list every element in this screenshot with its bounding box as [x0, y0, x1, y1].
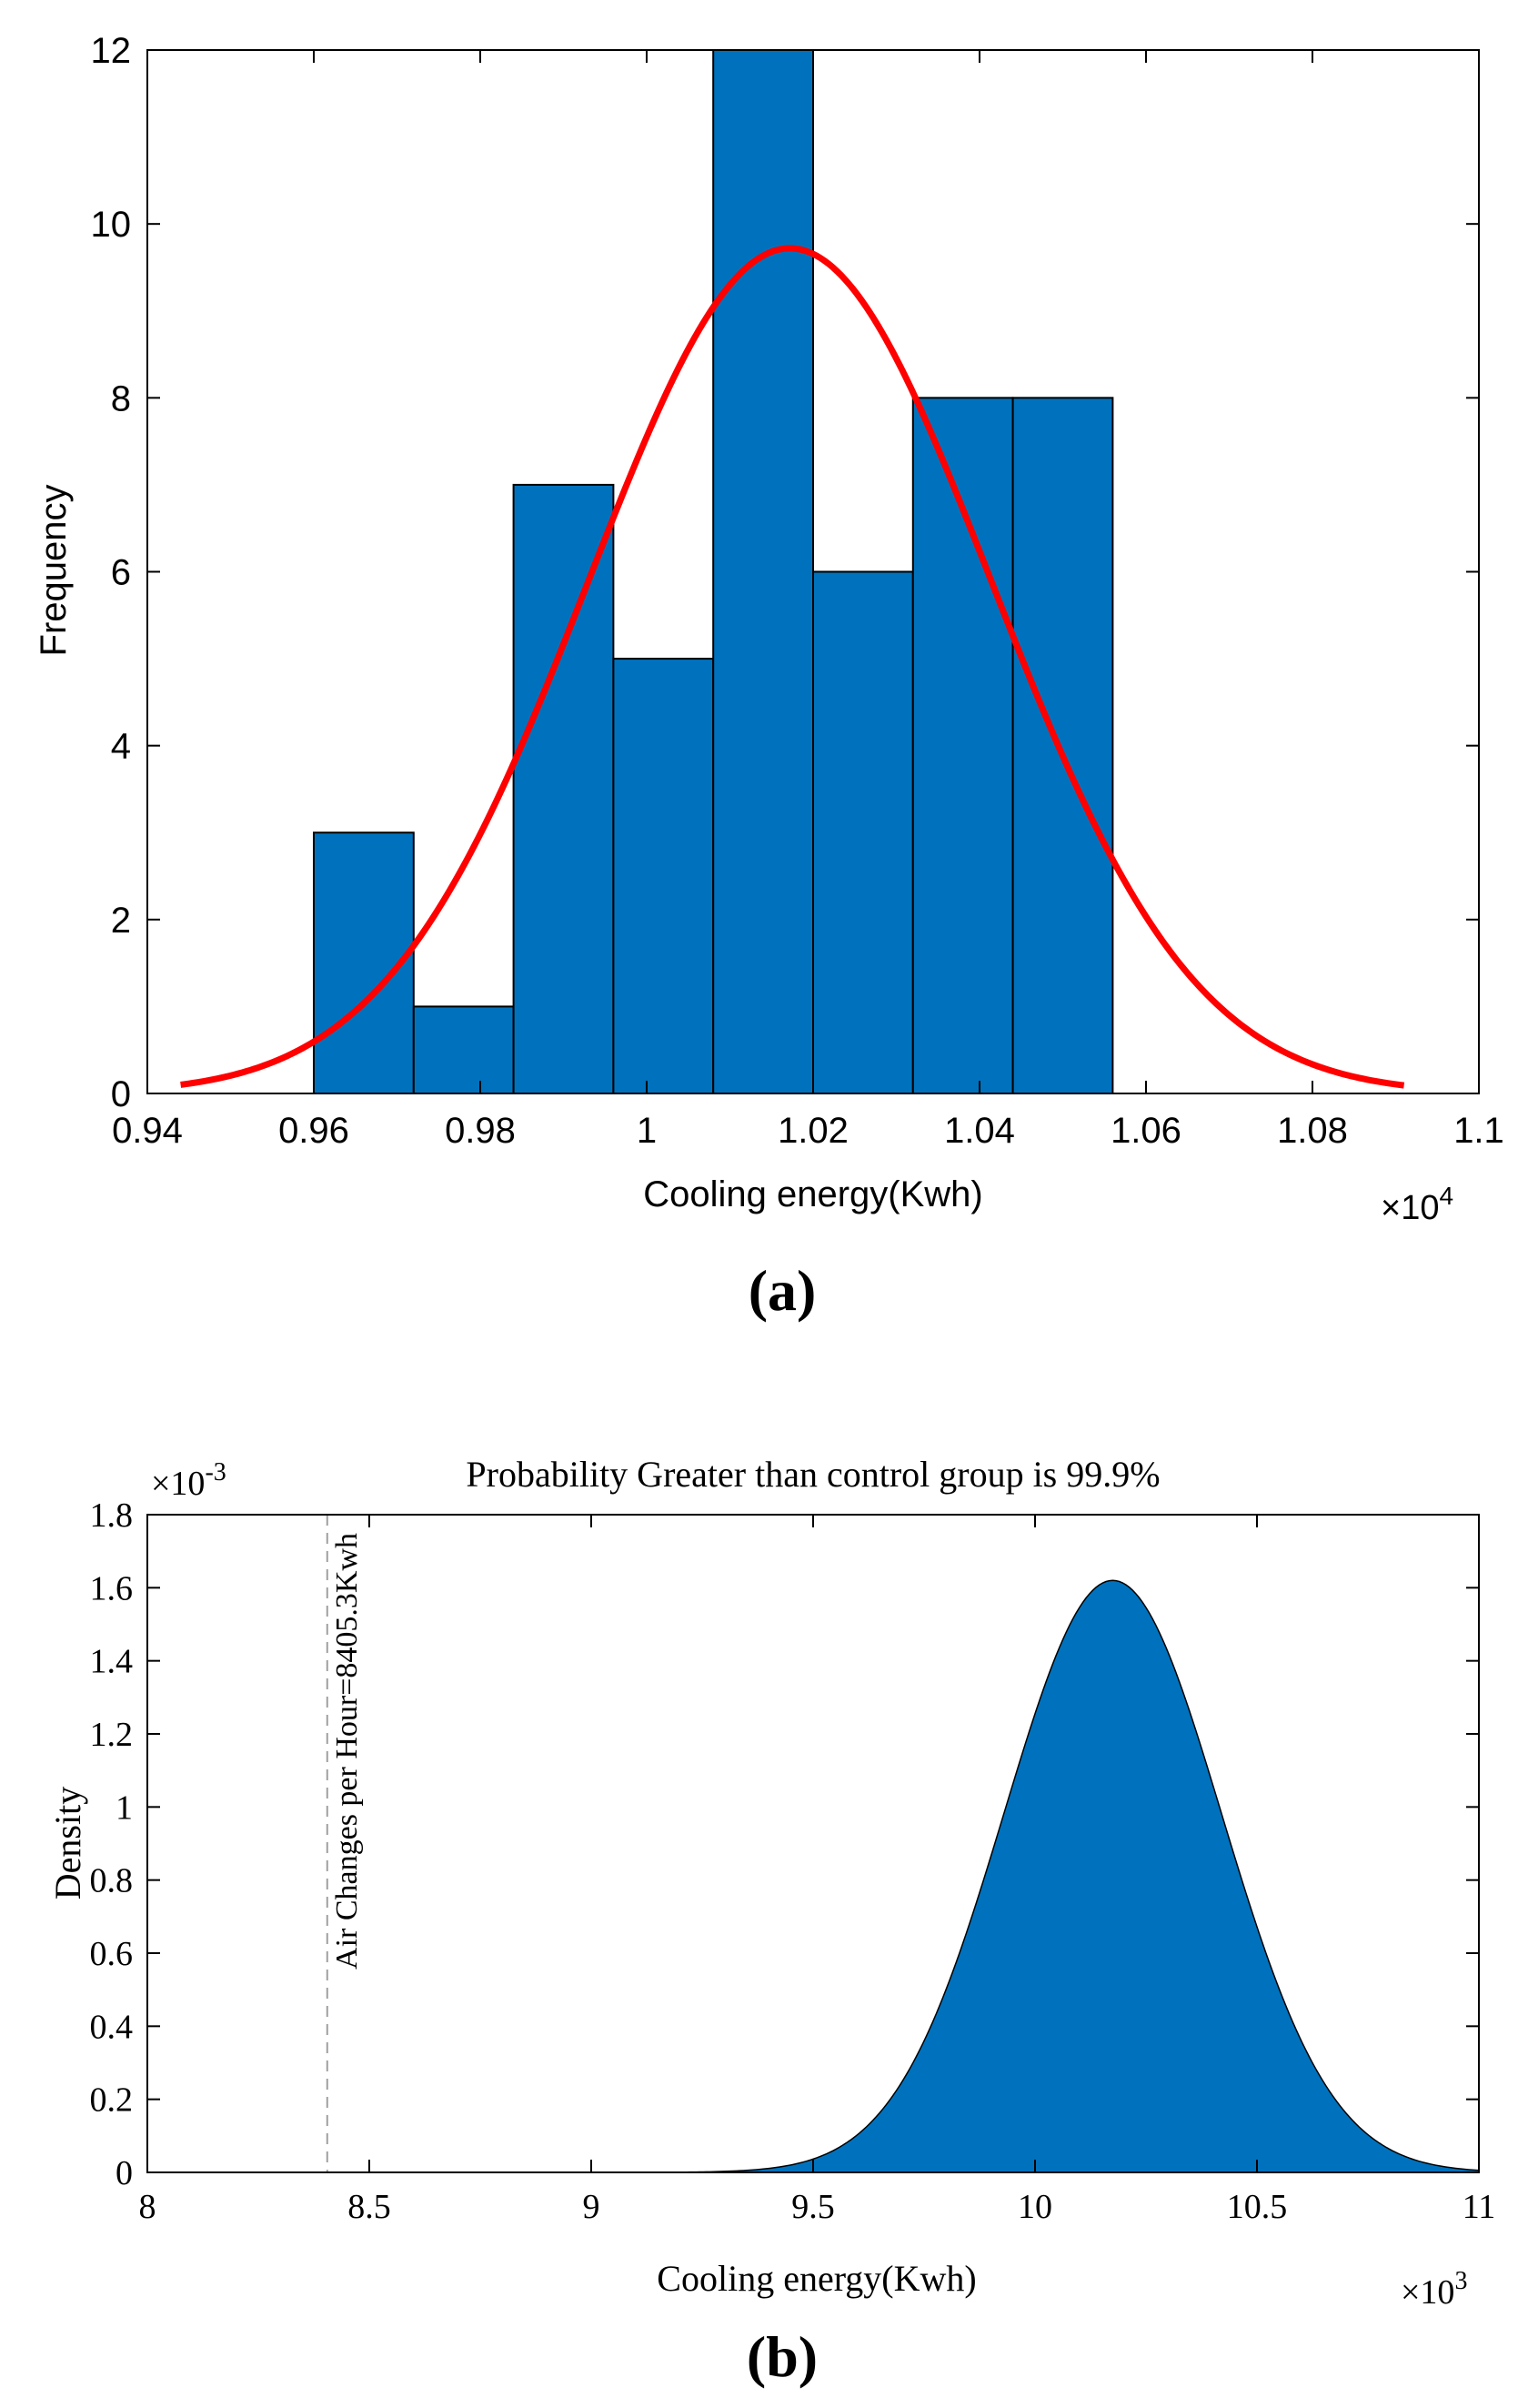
density-panel: Probability Greater than control group i…	[47, 1454, 1495, 2389]
x-axis-exponent: ×104	[1381, 1182, 1453, 1227]
panel-label-b: (b)	[747, 2324, 818, 2389]
x-tick-label: 1.02	[778, 1111, 849, 1151]
x-exponent-power: 4	[1439, 1182, 1453, 1210]
x-tick-label: 8	[139, 2188, 156, 2226]
histogram-bar-1	[412, 1005, 515, 1094]
x-axis-label: Cooling energy(Kwh)	[643, 1174, 983, 1214]
histogram-panel: 0.94 0.96 0.98 1 1.02 1.04 1.06 1.08 1.1 0 2 4 6 8 10…	[34, 31, 1504, 1323]
y-tick-label: 10	[91, 205, 132, 245]
y-tick-label: 0	[111, 1074, 131, 1114]
y-tick-label: 6	[111, 553, 131, 593]
histogram-bar-4	[712, 49, 815, 1094]
y-tick-label: 1.4	[90, 1643, 134, 1681]
y-tick-label: 0.8	[90, 1862, 134, 1900]
chart-title: Probability Greater than control group i…	[466, 1454, 1160, 1495]
y-axis-ticks: 0 0.2 0.4 0.6 0.8 1 1.2 1.4 1.6 1.8	[90, 1496, 1479, 2192]
panel-label-a: (a)	[749, 1258, 817, 1323]
histogram-bar-7	[1011, 397, 1114, 1095]
y-tick-label: 1.8	[90, 1496, 134, 1535]
x-axis-label: Cooling energy(Kwh)	[657, 2258, 976, 2299]
x-tick-label: 0.96	[278, 1111, 349, 1151]
x-axis-ticks: 8 8.5 9 9.5 10 10.5 11	[139, 1515, 1496, 2226]
x-tick-label: 1	[637, 1111, 657, 1151]
y-tick-label: 12	[91, 31, 132, 71]
y-tick-label: 0.6	[90, 1935, 134, 1973]
y-axis-label: Frequency	[34, 485, 74, 657]
x-tick-label: 9	[583, 2188, 600, 2226]
x-tick-label: 0.94	[112, 1111, 183, 1151]
histogram-bars	[313, 49, 1114, 1095]
normal-fit-curve	[180, 245, 1405, 1089]
y-axis-label: Density	[47, 1787, 88, 1899]
histogram-bar-5	[812, 570, 914, 1094]
y-tick-label: 0	[116, 2154, 133, 2192]
reference-label: Air Changes per Hour=8405.3Kwh	[330, 1533, 364, 1970]
histogram-bar-3	[612, 658, 715, 1094]
x-tick-label: 1.08	[1277, 1111, 1348, 1151]
y-tick-label: 0.2	[90, 2081, 134, 2120]
x-tick-label: 10	[1018, 2188, 1052, 2226]
y-tick-label: 1.6	[90, 1569, 134, 1607]
x-tick-label: 0.98	[445, 1111, 516, 1151]
y-tick-label: 2	[111, 901, 131, 941]
x-axis-exponent: ×103	[1401, 2267, 1467, 2312]
y-tick-label: 1.2	[90, 1716, 134, 1754]
y-tick-label: 1	[116, 1788, 133, 1827]
x-tick-label: 11	[1463, 2188, 1496, 2226]
y-tick-label: 0.4	[90, 2008, 134, 2046]
x-tick-label: 1.04	[944, 1111, 1015, 1151]
x-tick-label: 1.1	[1453, 1111, 1504, 1151]
x-exponent-power: 3	[1454, 2267, 1467, 2295]
y-axis-exponent: ×10-3	[151, 1458, 226, 1503]
x-tick-label: 8.5	[347, 2188, 391, 2226]
x-tick-label: 1.06	[1111, 1111, 1181, 1151]
histogram-bar-2	[512, 483, 615, 1094]
x-tick-label: 9.5	[791, 2188, 835, 2226]
y-tick-label: 8	[111, 378, 131, 418]
x-exponent-base: ×10	[1381, 1189, 1439, 1227]
y-exponent-power: -3	[205, 1458, 226, 1486]
y-tick-label: 4	[111, 727, 131, 767]
x-tick-label: 10.5	[1227, 2188, 1288, 2226]
x-axis-ticks: 0.94 0.96 0.98 1 1.02 1.04 1.06 1.08 1.1	[112, 50, 1504, 1151]
y-axis-ticks: 0 2 4 6 8 10 12	[91, 31, 1479, 1114]
x-exponent-base: ×10	[1401, 2273, 1454, 2312]
y-exponent-base: ×10	[151, 1465, 205, 1503]
